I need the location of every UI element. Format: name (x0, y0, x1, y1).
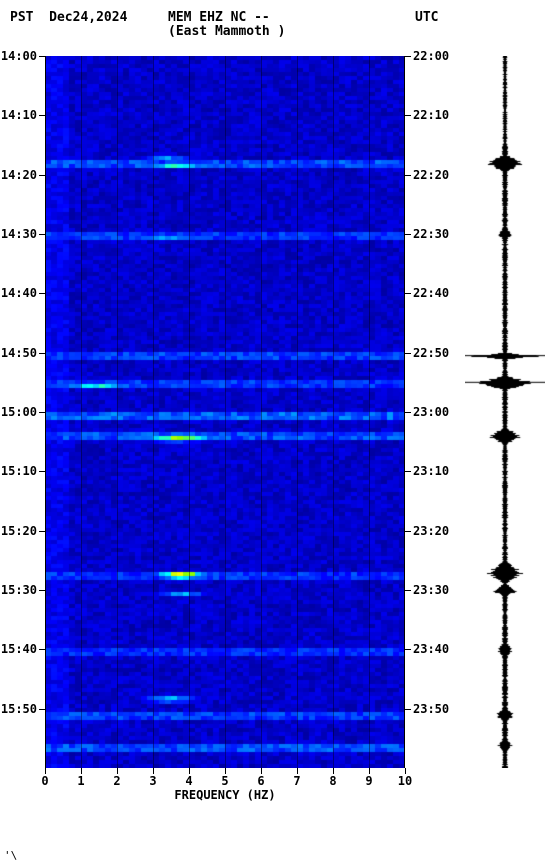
y-tick-right (405, 709, 411, 710)
y-tick-right (405, 115, 411, 116)
station-label: MEM EHZ NC -- (168, 10, 270, 25)
seismogram-canvas (465, 56, 545, 768)
x-tick-label: 6 (257, 774, 264, 788)
y-tick-right (405, 234, 411, 235)
x-tick-label: 10 (398, 774, 412, 788)
y-tick-label-right: 22:20 (413, 168, 449, 182)
y-tick-right (405, 175, 411, 176)
y-tick-right (405, 590, 411, 591)
gridline-v (333, 56, 334, 768)
gridline-v (369, 56, 370, 768)
date-text: Dec24,2024 (49, 10, 127, 25)
y-tick-label-left: 14:50 (1, 346, 37, 360)
y-tick-right (405, 353, 411, 354)
y-tick-label-right: 23:50 (413, 702, 449, 716)
tz-right-label: UTC (415, 10, 438, 25)
y-tick-right (405, 531, 411, 532)
gridline-v (153, 56, 154, 768)
y-tick-label-left: 15:10 (1, 464, 37, 478)
tz-left-label: PST Dec24,2024 (10, 10, 127, 25)
y-tick-right (405, 471, 411, 472)
x-tick-label: 5 (221, 774, 228, 788)
gridline-v (261, 56, 262, 768)
gridline-v (225, 56, 226, 768)
y-tick-label-right: 23:20 (413, 524, 449, 538)
x-tick-label: 2 (113, 774, 120, 788)
y-tick-left (39, 175, 45, 176)
y-tick-right (405, 412, 411, 413)
x-tick-label: 1 (77, 774, 84, 788)
x-tick-label: 4 (185, 774, 192, 788)
x-tick-label: 7 (293, 774, 300, 788)
y-tick-label-left: 14:10 (1, 108, 37, 122)
y-tick-label-right: 23:40 (413, 642, 449, 656)
y-tick-left (39, 56, 45, 57)
y-tick-label-left: 14:40 (1, 286, 37, 300)
tz-left-text: PST (10, 10, 33, 25)
spectrogram-plot: FREQUENCY (HZ) 01234567891014:0014:1014:… (45, 56, 405, 768)
y-tick-left (39, 293, 45, 294)
y-tick-right (405, 56, 411, 57)
x-axis-title: FREQUENCY (HZ) (45, 788, 405, 802)
y-tick-left (39, 412, 45, 413)
y-tick-label-right: 22:30 (413, 227, 449, 241)
y-tick-label-right: 22:40 (413, 286, 449, 300)
footer-mark: '\ (4, 849, 17, 862)
y-tick-left (39, 234, 45, 235)
y-tick-label-right: 23:30 (413, 583, 449, 597)
location-label: (East Mammoth ) (168, 24, 285, 39)
gridline-v (117, 56, 118, 768)
y-tick-left (39, 115, 45, 116)
y-tick-label-left: 15:00 (1, 405, 37, 419)
y-tick-right (405, 293, 411, 294)
seismogram-plot (465, 56, 545, 768)
x-tick-label: 3 (149, 774, 156, 788)
y-tick-label-left: 14:00 (1, 49, 37, 63)
y-tick-left (39, 649, 45, 650)
y-tick-label-right: 23:00 (413, 405, 449, 419)
y-tick-label-right: 23:10 (413, 464, 449, 478)
y-tick-left (39, 471, 45, 472)
gridline-v (189, 56, 190, 768)
y-tick-label-left: 15:40 (1, 642, 37, 656)
gridline-v (81, 56, 82, 768)
x-tick-label: 0 (41, 774, 48, 788)
y-tick-label-left: 14:30 (1, 227, 37, 241)
y-tick-left (39, 353, 45, 354)
y-tick-left (39, 590, 45, 591)
y-tick-label-left: 15:20 (1, 524, 37, 538)
x-tick-label: 9 (365, 774, 372, 788)
y-tick-right (405, 649, 411, 650)
y-tick-label-left: 15:30 (1, 583, 37, 597)
y-tick-label-left: 15:50 (1, 702, 37, 716)
y-tick-label-right: 22:00 (413, 49, 449, 63)
y-tick-left (39, 709, 45, 710)
y-tick-label-left: 14:20 (1, 168, 37, 182)
y-tick-left (39, 531, 45, 532)
y-tick-label-right: 22:50 (413, 346, 449, 360)
x-tick-label: 8 (329, 774, 336, 788)
y-tick-label-right: 22:10 (413, 108, 449, 122)
gridline-v (297, 56, 298, 768)
